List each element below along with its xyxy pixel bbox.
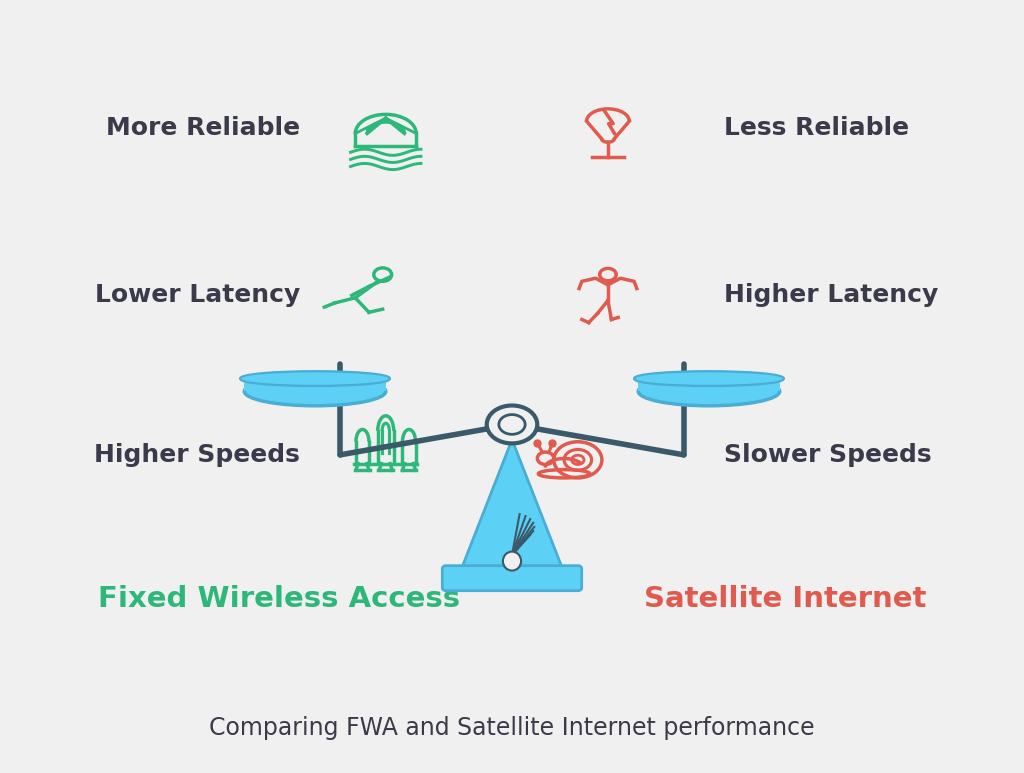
Ellipse shape: [638, 377, 779, 406]
Text: Slower Speeds: Slower Speeds: [724, 443, 932, 467]
Text: Fixed Wireless Access: Fixed Wireless Access: [98, 585, 460, 613]
Ellipse shape: [503, 552, 521, 570]
Circle shape: [499, 414, 525, 434]
FancyBboxPatch shape: [442, 566, 582, 591]
Ellipse shape: [636, 373, 782, 385]
Text: Higher Speeds: Higher Speeds: [94, 443, 300, 467]
Ellipse shape: [241, 372, 389, 386]
Ellipse shape: [245, 377, 386, 406]
Ellipse shape: [242, 373, 388, 385]
Polygon shape: [462, 440, 562, 569]
Text: More Reliable: More Reliable: [105, 117, 300, 141]
Circle shape: [486, 406, 538, 444]
Text: Lower Latency: Lower Latency: [94, 284, 300, 308]
Ellipse shape: [635, 372, 783, 386]
Text: Higher Latency: Higher Latency: [724, 284, 938, 308]
Bar: [245, 379, 386, 391]
Text: Less Reliable: Less Reliable: [724, 117, 909, 141]
Bar: [638, 379, 779, 391]
Text: Satellite Internet: Satellite Internet: [644, 585, 926, 613]
Text: Comparing FWA and Satellite Internet performance: Comparing FWA and Satellite Internet per…: [209, 716, 815, 740]
